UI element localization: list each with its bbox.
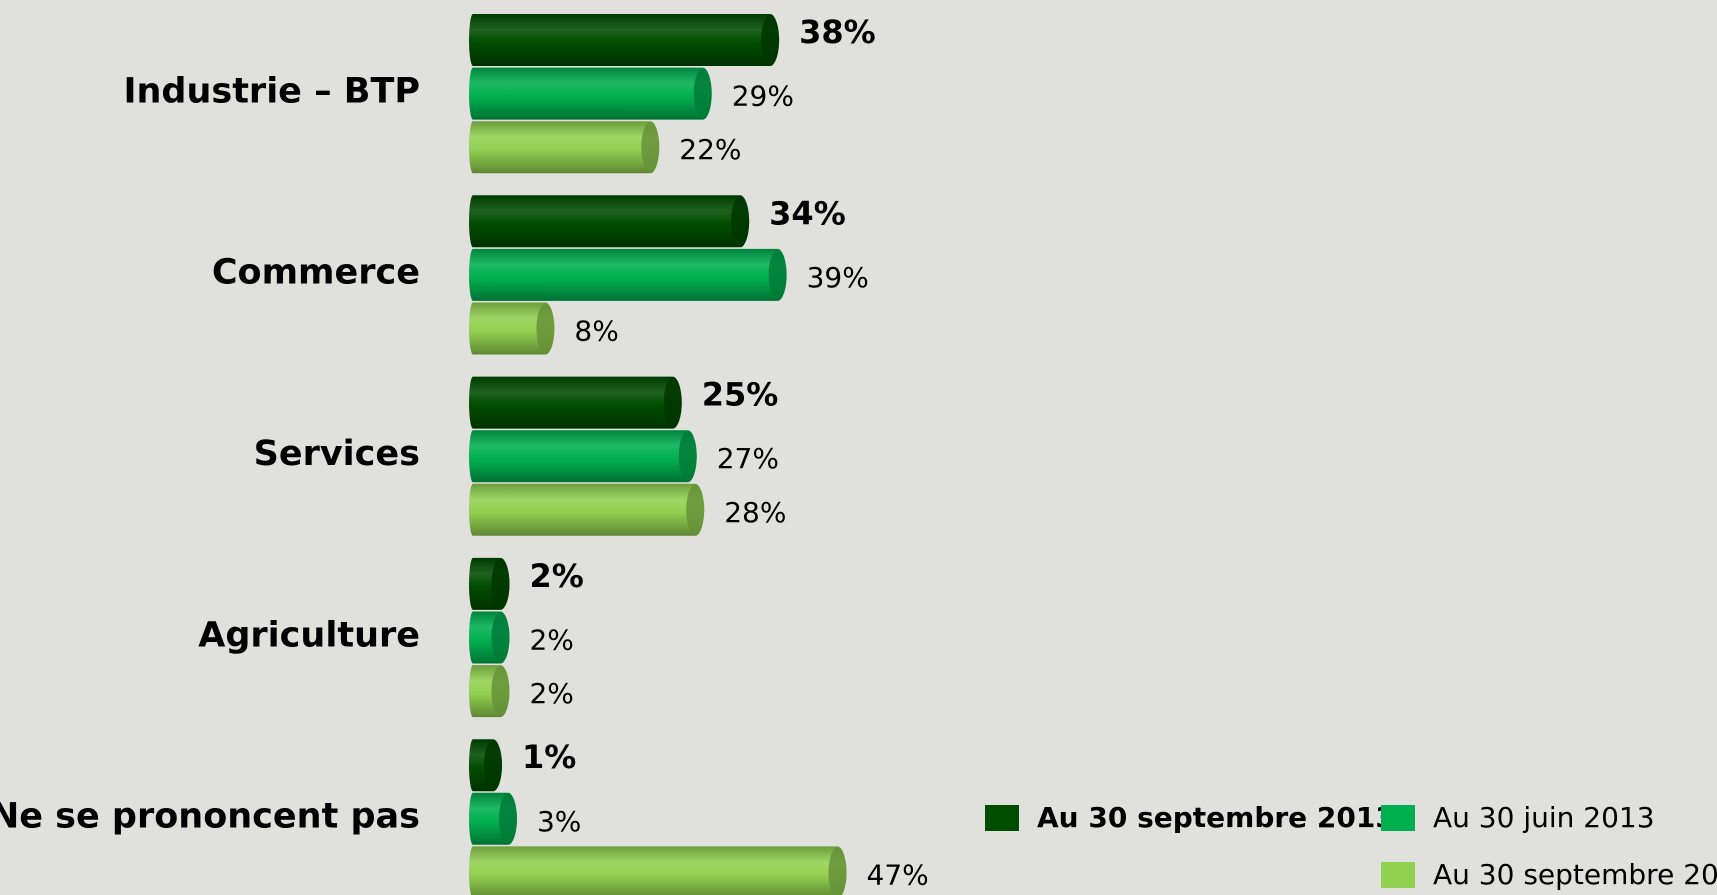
category-label: Services xyxy=(254,434,420,474)
bar-cap xyxy=(663,377,682,428)
bar xyxy=(469,376,682,429)
value-label: 3% xyxy=(537,805,581,838)
category-label: Industrie – BTP xyxy=(123,71,420,111)
bar-cap xyxy=(731,196,750,247)
bar-cap xyxy=(686,484,705,535)
legend-label: Au 30 juin 2013 xyxy=(1433,801,1655,834)
bar-cap xyxy=(491,666,510,717)
value-label: 34% xyxy=(769,194,846,232)
bar-cap xyxy=(678,431,697,482)
bar xyxy=(469,483,705,536)
bar-cap xyxy=(498,793,517,844)
bar xyxy=(469,14,780,66)
value-label: 1% xyxy=(522,738,576,776)
bar-cap xyxy=(491,558,510,609)
bar-cap xyxy=(483,740,502,791)
category-label: Agriculture xyxy=(198,615,420,655)
bar-cap xyxy=(761,15,780,65)
bar xyxy=(469,846,847,895)
value-label: 28% xyxy=(724,496,786,529)
value-label: 2% xyxy=(529,557,583,595)
bar xyxy=(469,67,712,120)
bar xyxy=(469,430,697,483)
bar-cap xyxy=(536,303,555,354)
value-label: 2% xyxy=(529,624,573,657)
bar xyxy=(469,121,660,174)
bar-cap xyxy=(491,612,510,663)
legend-swatch xyxy=(1381,862,1415,888)
bar-cap xyxy=(768,249,787,300)
bar xyxy=(469,195,750,248)
value-label: 27% xyxy=(717,442,779,475)
value-label: 8% xyxy=(574,315,618,348)
category-label: Commerce xyxy=(212,253,420,293)
legend-label: Au 30 septembre 2013 xyxy=(1037,801,1395,834)
value-label: 38% xyxy=(799,13,876,51)
bar-cap xyxy=(641,122,660,173)
value-label: 47% xyxy=(867,858,929,891)
legend-swatch xyxy=(1381,805,1415,831)
value-label: 29% xyxy=(732,80,794,113)
bar-cap xyxy=(693,68,712,119)
bar xyxy=(469,248,787,301)
legend-label: Au 30 septembre 2012 xyxy=(1433,858,1717,891)
bar xyxy=(469,302,555,355)
category-label: Ne se prononcent pas xyxy=(0,797,420,837)
value-label: 22% xyxy=(679,133,741,166)
legend-swatch xyxy=(985,805,1019,831)
bar-cap xyxy=(828,847,847,895)
value-label: 39% xyxy=(807,261,869,294)
value-label: 25% xyxy=(702,376,779,414)
value-label: 2% xyxy=(529,677,573,710)
